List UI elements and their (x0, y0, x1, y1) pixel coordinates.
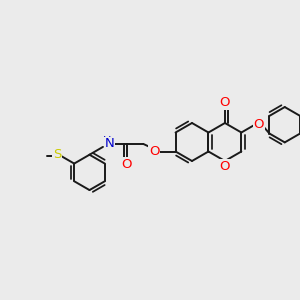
Text: H: H (103, 136, 111, 146)
Text: O: O (254, 118, 264, 131)
Text: O: O (220, 96, 230, 109)
Text: S: S (53, 148, 61, 161)
Text: O: O (121, 158, 131, 171)
Text: N: N (105, 137, 115, 150)
Text: O: O (149, 145, 160, 158)
Text: O: O (220, 160, 230, 172)
